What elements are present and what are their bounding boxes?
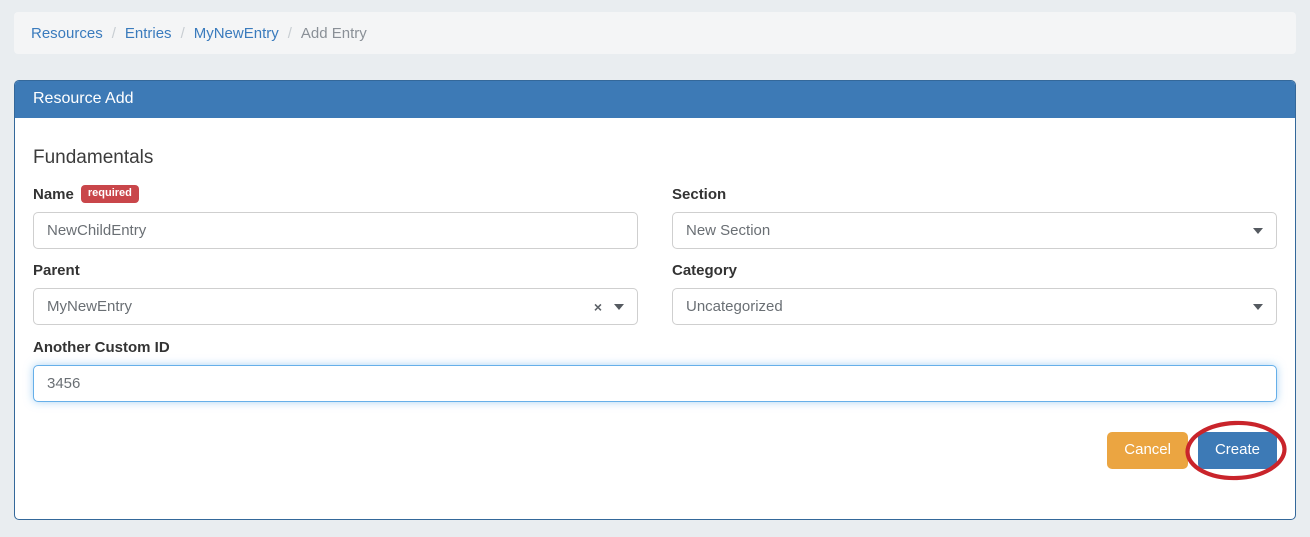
name-field-group: Name required (33, 184, 638, 249)
section-field-group: Section New Section (672, 184, 1277, 249)
name-label: Name (33, 185, 74, 203)
breadcrumb-link-resources[interactable]: Resources (31, 24, 103, 42)
section-select-value: New Section (686, 222, 771, 239)
create-button[interactable]: Create (1197, 432, 1277, 469)
custom-id-field-group: Another Custom ID (33, 337, 1277, 402)
section-select[interactable]: New Section (672, 212, 1277, 249)
category-select[interactable]: Uncategorized (672, 288, 1277, 325)
parent-select-value: MyNewEntry (47, 298, 133, 315)
category-field-group: Category Uncategorized (672, 260, 1277, 325)
chevron-down-icon (614, 303, 624, 310)
custom-id-label: Another Custom ID (33, 338, 170, 356)
breadcrumb-link-entries[interactable]: Entries (124, 24, 172, 42)
required-badge: required (80, 185, 139, 203)
form-grid: Name required Section New Section (33, 173, 1277, 325)
breadcrumb-separator: / (180, 24, 185, 42)
panel-body: Fundamentals Name required Section New S… (15, 118, 1295, 481)
parent-field-group: Parent MyNewEntry × (33, 260, 638, 325)
chevron-down-icon (1253, 227, 1263, 234)
parent-label: Parent (33, 261, 80, 279)
parent-select[interactable]: MyNewEntry × (33, 288, 638, 325)
breadcrumb-separator: / (287, 24, 292, 42)
clear-icon[interactable]: × (593, 298, 602, 315)
fundamentals-heading: Fundamentals (33, 147, 154, 168)
panel-title: Resource Add (15, 81, 1295, 118)
category-label: Category (672, 261, 738, 279)
resource-add-panel: Resource Add Fundamentals Name required … (14, 80, 1296, 520)
chevron-down-icon (1253, 303, 1263, 310)
create-button-wrap: Create (1185, 420, 1287, 481)
cancel-button[interactable]: Cancel (1107, 432, 1188, 469)
breadcrumb: Resources / Entries / MyNewEntry / Add E… (14, 12, 1296, 54)
name-input[interactable] (33, 212, 638, 249)
category-select-value: Uncategorized (686, 298, 783, 315)
breadcrumb-current-add-entry: Add Entry (300, 24, 367, 42)
form-actions: Cancel Create (33, 420, 1287, 481)
section-label: Section (672, 185, 727, 203)
breadcrumb-link-mynewentry[interactable]: MyNewEntry (193, 24, 279, 42)
breadcrumb-separator: / (111, 24, 116, 42)
custom-id-input[interactable] (33, 365, 1277, 402)
